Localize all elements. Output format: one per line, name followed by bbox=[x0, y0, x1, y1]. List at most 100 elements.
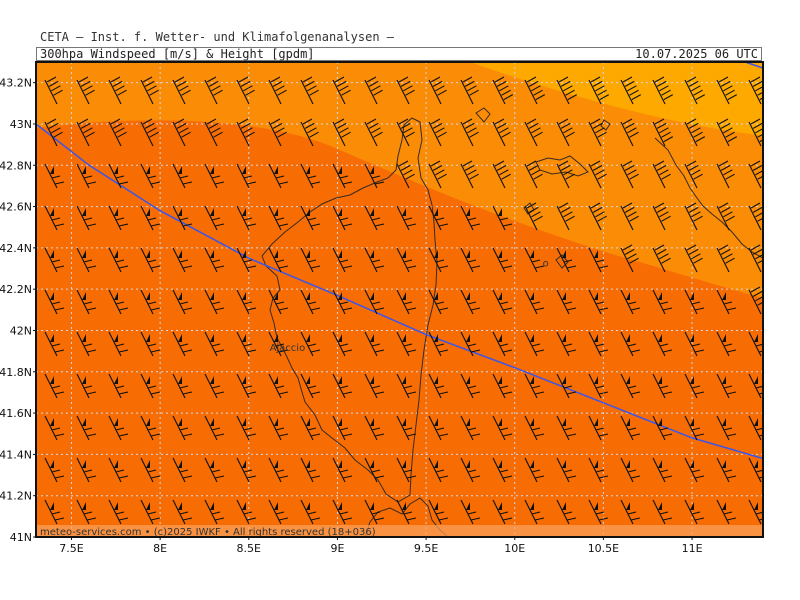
wind-barb bbox=[364, 163, 385, 189]
wind-barb bbox=[172, 331, 193, 357]
lat-tick-label: 41.4N bbox=[0, 448, 32, 461]
lat-tick-label: 41.6N bbox=[0, 407, 32, 420]
wind-barb bbox=[396, 76, 415, 105]
wind-barb bbox=[396, 289, 417, 315]
subtitle-bar: 300hpa Windspeed [m/s] & Height [gpdm] 1… bbox=[36, 47, 762, 61]
wind-barb bbox=[428, 499, 449, 525]
wind-barb bbox=[332, 163, 353, 189]
wind-barb bbox=[140, 289, 161, 315]
wind-barb bbox=[396, 457, 417, 483]
wind-barb bbox=[364, 76, 383, 105]
wind-barb bbox=[428, 205, 449, 231]
wind-barb bbox=[684, 118, 706, 147]
wind-barb bbox=[428, 373, 449, 399]
wind-barb bbox=[492, 76, 514, 105]
wind-barb bbox=[300, 331, 321, 357]
wind-barb bbox=[492, 331, 513, 357]
wind-barb bbox=[684, 202, 703, 231]
height-contour-line bbox=[36, 123, 763, 460]
wind-barb bbox=[268, 331, 289, 357]
lat-tick-label: 43N bbox=[10, 118, 32, 131]
wind-barb bbox=[108, 247, 129, 273]
wind-barb bbox=[108, 76, 127, 105]
wind-barb bbox=[204, 373, 225, 399]
wind-barb bbox=[556, 202, 575, 231]
wind-barb bbox=[460, 289, 481, 315]
wind-barb bbox=[268, 289, 289, 315]
wind-barb bbox=[716, 289, 737, 315]
wind-barb bbox=[300, 163, 321, 189]
wind-barb bbox=[492, 118, 511, 147]
wind-barb bbox=[44, 205, 65, 231]
wind-barb bbox=[268, 76, 287, 105]
wind-barb bbox=[524, 331, 545, 357]
wind-barb bbox=[300, 415, 321, 441]
wind-barb bbox=[428, 331, 449, 357]
wind-barb bbox=[140, 499, 161, 525]
wind-barb bbox=[460, 247, 481, 273]
wind-barb bbox=[76, 331, 97, 357]
wind-barb bbox=[236, 415, 257, 441]
wind-barb bbox=[108, 373, 129, 399]
wind-barb bbox=[524, 118, 543, 147]
wind-barb bbox=[204, 76, 223, 105]
place-label-island: o bbox=[543, 258, 549, 269]
wind-barb bbox=[428, 415, 449, 441]
wind-barb bbox=[716, 244, 735, 273]
wind-barb bbox=[716, 331, 737, 357]
wind-barb bbox=[268, 118, 287, 147]
wind-barb bbox=[172, 457, 193, 483]
wind-barb bbox=[268, 163, 289, 189]
wind-barb bbox=[204, 163, 225, 189]
lon-tick-label: 10.5E bbox=[588, 542, 619, 555]
lat-tick-label: 42.6N bbox=[0, 201, 32, 214]
wind-barb bbox=[556, 247, 577, 273]
wind-barb bbox=[748, 244, 763, 273]
wind-barb bbox=[332, 373, 353, 399]
wind-barb bbox=[268, 457, 289, 483]
wind-barb bbox=[492, 247, 513, 273]
wind-barb bbox=[396, 331, 417, 357]
wind-barb bbox=[716, 76, 738, 105]
wind-barb bbox=[108, 118, 127, 147]
wind-barb bbox=[204, 499, 225, 525]
lon-tick-label: 8E bbox=[153, 542, 167, 555]
wind-zone-mid bbox=[36, 62, 763, 298]
wind-barb bbox=[300, 205, 321, 231]
wind-barb bbox=[716, 202, 735, 231]
wind-barb bbox=[140, 457, 161, 483]
wind-barb bbox=[588, 373, 609, 399]
wind-barb bbox=[460, 457, 481, 483]
wind-barb bbox=[140, 163, 161, 189]
wind-barb bbox=[396, 247, 417, 273]
wind-barb bbox=[684, 499, 705, 525]
wind-barb bbox=[588, 415, 609, 441]
wind-barb bbox=[332, 76, 351, 105]
wind-barb bbox=[300, 499, 321, 525]
wind-barb bbox=[44, 289, 65, 315]
wind-barb bbox=[524, 457, 545, 483]
wind-barb bbox=[460, 205, 481, 231]
wind-barb bbox=[300, 118, 319, 147]
latitude-axis: 43.2N 43N 42.8N 42.6N 42.4N 42.2N 42N 41.8N 41.6… bbox=[0, 77, 36, 544]
wind-barb bbox=[332, 289, 353, 315]
wind-barb bbox=[652, 289, 673, 315]
wind-barb bbox=[76, 373, 97, 399]
lon-tick-label: 9.5E bbox=[414, 542, 438, 555]
wind-barb bbox=[364, 457, 385, 483]
wind-barb bbox=[108, 331, 129, 357]
wind-barb bbox=[364, 373, 385, 399]
wind-barb bbox=[620, 499, 641, 525]
wind-barb bbox=[684, 76, 706, 105]
lat-tick-label: 42.4N bbox=[0, 242, 32, 255]
wind-barb bbox=[172, 205, 193, 231]
wind-barb bbox=[332, 331, 353, 357]
wind-barb bbox=[684, 373, 705, 399]
wind-barb bbox=[332, 118, 351, 147]
wind-barb bbox=[172, 247, 193, 273]
wind-barb bbox=[108, 289, 129, 315]
wind-barb bbox=[620, 331, 641, 357]
wind-barb bbox=[268, 205, 289, 231]
wind-barb bbox=[684, 244, 703, 273]
